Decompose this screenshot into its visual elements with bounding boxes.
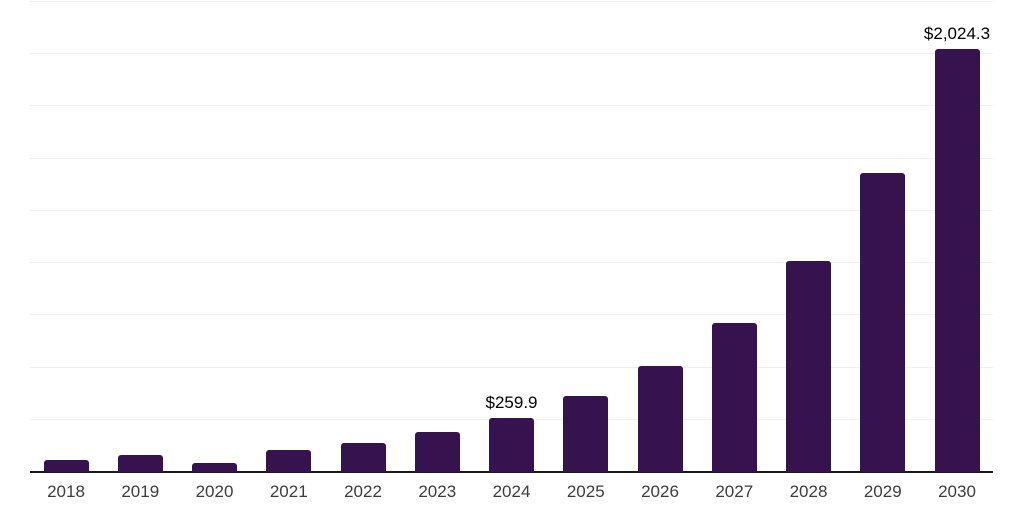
plot-area: $259.9 $2,024.3 [30,1,993,473]
bar-2023 [414,431,460,472]
x-axis-line [30,471,993,473]
x-tick-label-2020: 2020 [195,482,234,501]
bar-2019 [117,455,163,472]
x-tick-label-2026: 2026 [641,482,679,501]
x-tick-label-2030: 2030 [938,482,976,501]
bar-2021 [266,450,312,472]
bar-2020 [192,462,237,472]
bar-2028 [786,261,831,472]
bar-2030 [934,49,980,472]
x-tick-label-2022: 2022 [344,482,382,501]
x-tick-label-2027: 2027 [715,482,754,501]
bar-2018 [43,459,89,472]
gridline [30,105,993,107]
x-tick-label-2019: 2019 [121,482,160,501]
bar-2026 [637,366,683,472]
gridline [30,314,993,316]
bar-2029 [860,173,906,472]
gridline [30,262,993,264]
gridline [30,157,993,159]
x-tick-label-2025: 2025 [566,482,605,501]
bar-2027 [711,322,757,472]
data-label-2024: $259.9 [485,392,538,412]
bar-2025 [563,395,609,472]
gridline [30,1,993,2]
x-tick-label-2023: 2023 [418,482,457,501]
gridline [30,53,993,55]
x-tick-label-2021: 2021 [269,482,308,501]
bar-2024 [489,417,534,472]
x-tick-label-2029: 2029 [863,482,902,501]
gridline [30,209,993,211]
x-tick-label-2024: 2024 [492,482,531,501]
x-tick-label-2028: 2028 [789,482,828,501]
gridline [30,366,993,368]
x-tick-label-2018: 2018 [47,482,85,501]
data-label-2030: $2,024.3 [923,24,991,44]
bar-2022 [340,442,386,472]
